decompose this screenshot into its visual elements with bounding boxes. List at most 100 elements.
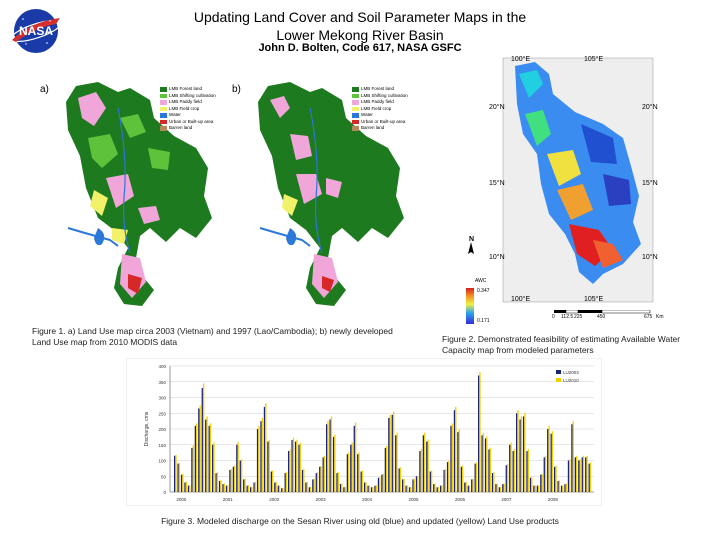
bar-lu2010 — [430, 470, 433, 492]
page-title: Updating Land Cover and Soil Parameter M… — [130, 8, 590, 44]
bar-lu2003 — [215, 473, 217, 492]
bar-lu2010 — [327, 421, 329, 492]
legend-a-swatch — [160, 100, 167, 105]
bar-lu2003 — [460, 466, 463, 492]
legend-b-swatch — [352, 100, 359, 105]
legend-b-item: Barren land — [352, 125, 416, 132]
nasa-logo: NASA — [6, 8, 66, 54]
bar-lu2003 — [208, 425, 210, 492]
bar-lu2003 — [187, 485, 190, 492]
bar-lu2010 — [254, 481, 257, 492]
scale-label-0: 0 — [552, 314, 555, 320]
bar-lu2010 — [323, 455, 326, 492]
bar-lu2010 — [506, 463, 509, 492]
bar-lu2010 — [272, 470, 274, 492]
figure2-caption: Figure 2. Demonstrated feasibility of es… — [442, 334, 681, 355]
bar-lu2003 — [495, 484, 497, 492]
bar-lu2010 — [227, 485, 229, 492]
scale-label-2: 225 — [574, 314, 583, 320]
legend-a-item: LMB Forest land — [160, 86, 224, 93]
bar-lu2003 — [364, 482, 366, 492]
bar-lu2003 — [301, 469, 304, 492]
bar-lu2010 — [569, 459, 571, 492]
legend-a-swatch — [160, 87, 167, 92]
legend-b-label: Urban or Built-up area — [361, 118, 406, 124]
bar-lu2010 — [572, 421, 574, 492]
bar-lu2003 — [560, 485, 563, 492]
bar-lu2010 — [313, 478, 315, 492]
bar-lu2010 — [265, 403, 267, 492]
bar-lu2010 — [354, 422, 357, 492]
bar-lu2003 — [491, 473, 494, 492]
bar-lu2003 — [484, 438, 487, 492]
y-axis-label: Discharge, cms — [144, 411, 150, 446]
bar-lu2003 — [422, 435, 425, 492]
bar-lu2003 — [505, 465, 507, 492]
bar-lu2010 — [527, 449, 529, 492]
legend-b-label: LMB Forest land — [361, 86, 395, 91]
bar-lu2003 — [332, 436, 335, 492]
bar-lu2010 — [441, 485, 443, 492]
bar-lu2010 — [524, 413, 526, 492]
bar-lu2003 — [256, 429, 259, 492]
bar-lu2003 — [267, 441, 269, 492]
bar-lu2010 — [437, 486, 440, 492]
legend-b-item: LMB Paddy field — [352, 99, 416, 106]
map-scale-bar: 0 112.5 225 450 675 Km — [552, 310, 674, 322]
bar-lu2010 — [410, 486, 412, 492]
author-line: John D. Bolten, Code 617, NASA GSFC — [258, 42, 462, 54]
bar-lu2003 — [250, 487, 252, 492]
bar-lu2003 — [284, 473, 286, 492]
bar-lu2010 — [348, 452, 350, 492]
bar-lu2010 — [434, 483, 436, 492]
discharge-chart-svg: 0 50 100 150 200 250 300 350 400 Discharge, cms 20… — [125, 357, 603, 507]
awc-legend-max: 0.347 — [477, 288, 490, 294]
bar-lu2003 — [536, 485, 539, 492]
bar-lu2010 — [482, 432, 485, 492]
legend-a-swatch — [160, 113, 167, 118]
legend-a-swatch — [160, 106, 167, 111]
bar-lu2003 — [322, 457, 324, 492]
bar-lu2003 — [370, 487, 373, 492]
awc-map — [463, 54, 678, 329]
x-tick-label: 2000 — [176, 497, 187, 502]
bar-lu2010 — [275, 481, 277, 492]
bar-lu2003 — [543, 457, 545, 492]
bar-lu2003 — [395, 435, 397, 492]
bar-lu2003 — [391, 414, 393, 492]
bar-lu2003 — [229, 469, 231, 492]
y-tick-label: 300 — [158, 396, 166, 401]
y-tick-label: 100 — [158, 459, 166, 464]
y-tick-label: 150 — [158, 443, 166, 448]
legend-b-item: LMB Shifting cultivation — [352, 93, 416, 100]
bar-lu2010 — [289, 449, 291, 492]
bar-lu2003 — [236, 444, 238, 492]
scale-label-3: 450 — [597, 314, 606, 320]
bar-lu2003 — [498, 487, 501, 492]
x-tick-label: 2005 — [409, 497, 420, 502]
bar-lu2003 — [360, 471, 362, 492]
bar-lu2010 — [230, 469, 232, 492]
bar-lu2003 — [291, 440, 293, 492]
legend-a-item: LMB Field crop — [160, 106, 224, 113]
bar-lu2003 — [350, 444, 352, 492]
bar-lu2003 — [308, 487, 311, 492]
bar-lu2010 — [513, 449, 516, 492]
bar-lu2003 — [574, 457, 577, 492]
bar-lu2010 — [192, 445, 194, 492]
bar-lu2010 — [196, 423, 198, 492]
bar-lu2010 — [531, 477, 533, 492]
figure1-label-a: a) — [40, 84, 49, 95]
bar-lu2010 — [472, 478, 474, 492]
bar-lu2003 — [336, 473, 338, 492]
lat-10-left: 10°N — [489, 254, 505, 261]
bar-lu2010 — [455, 406, 457, 492]
bar-lu2003 — [194, 425, 197, 492]
y-tick-label: 50 — [161, 474, 167, 479]
bar-lu2003 — [529, 477, 532, 492]
bar-lu2003 — [381, 474, 383, 492]
legend-b-swatch — [352, 87, 359, 92]
legend-a-label: Water — [169, 112, 181, 117]
bar-lu2003 — [384, 447, 387, 492]
bar-lu2003 — [305, 482, 307, 492]
